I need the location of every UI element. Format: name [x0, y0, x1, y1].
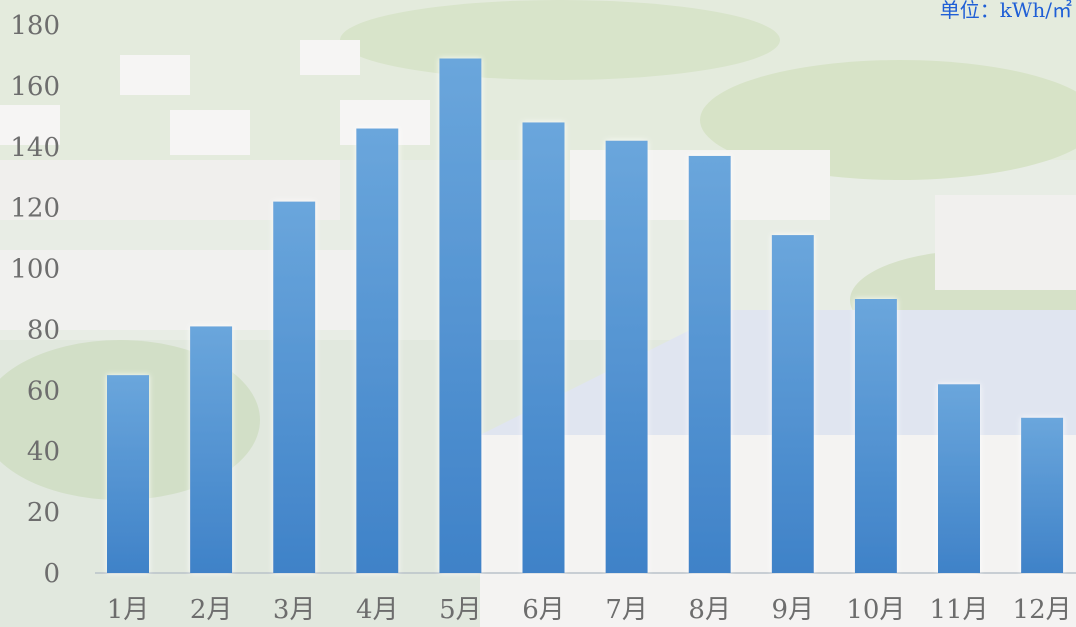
- y-tick-label: 180: [10, 11, 60, 41]
- x-tick-label: 1月: [107, 595, 150, 625]
- bar-4: [356, 128, 399, 573]
- bar-12: [1021, 417, 1064, 573]
- y-tick-label: 20: [27, 498, 60, 528]
- bar-series: [107, 58, 1064, 574]
- unit-label: 单位：kWh/㎡: [939, 0, 1072, 22]
- x-axis: 1月 2月 3月 4月 5月 6月 7月 8月 9月 10月 11月 12月: [107, 595, 1072, 625]
- y-tick-label: 80: [27, 315, 60, 345]
- x-tick-label: 12月: [1013, 595, 1072, 625]
- bar-2: [190, 326, 233, 573]
- y-tick-label: 140: [10, 133, 60, 163]
- y-tick-label: 100: [10, 255, 60, 285]
- x-tick-label: 10月: [846, 595, 905, 625]
- bar-9: [771, 235, 814, 574]
- x-tick-label: 3月: [273, 595, 316, 625]
- bar-10: [854, 299, 897, 573]
- bar-3: [273, 201, 316, 574]
- x-tick-label: 7月: [605, 595, 648, 625]
- y-tick-label: 40: [27, 437, 60, 467]
- y-tick-label: 120: [10, 194, 60, 224]
- bar-5: [439, 58, 482, 573]
- y-tick-label: 160: [10, 72, 60, 102]
- x-tick-label: 9月: [772, 595, 815, 625]
- x-tick-label: 8月: [688, 595, 731, 625]
- y-axis: 0 20 40 60 80 100 120 140 160 180: [10, 11, 60, 589]
- x-tick-label: 6月: [522, 595, 565, 625]
- bar-7: [605, 140, 648, 573]
- x-tick-label: 2月: [190, 595, 233, 625]
- bar-11: [938, 384, 980, 573]
- bar-1: [107, 375, 149, 573]
- y-tick-label: 0: [43, 559, 60, 589]
- bar-8: [688, 155, 731, 573]
- x-tick-label: 5月: [439, 595, 482, 625]
- x-tick-label: 11月: [929, 595, 988, 625]
- bar-6: [522, 122, 565, 573]
- x-tick-label: 4月: [356, 595, 399, 625]
- y-tick-label: 60: [27, 376, 60, 406]
